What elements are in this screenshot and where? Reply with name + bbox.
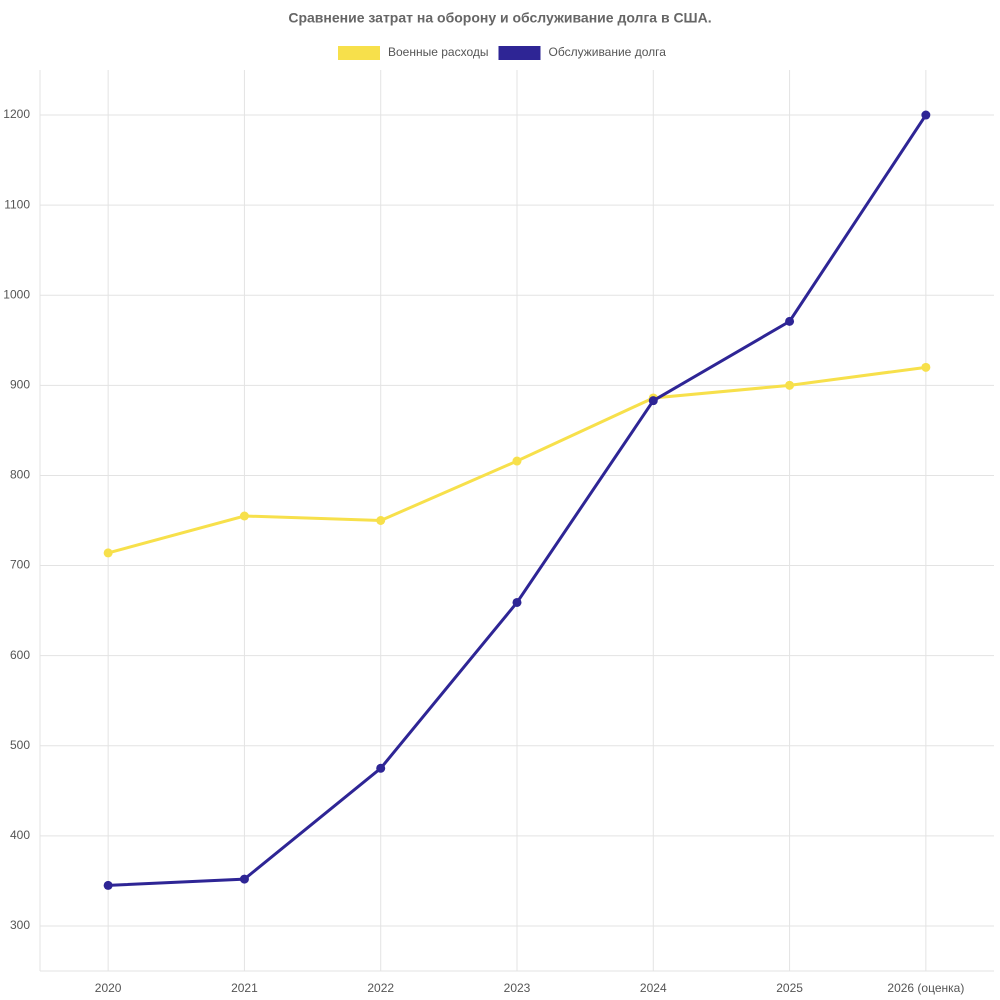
y-tick-label: 800 (10, 468, 30, 482)
legend-swatch (498, 46, 541, 60)
y-tick-label: 600 (10, 648, 30, 662)
data-point (512, 456, 522, 466)
x-tick-label: 2020 (95, 981, 122, 995)
legend: Военные расходы Обслуживание долга (338, 45, 666, 60)
data-point (376, 763, 386, 773)
data-point (785, 316, 795, 326)
y-tick-label: 900 (10, 378, 30, 392)
data-point (376, 516, 386, 525)
data-point (921, 362, 931, 372)
y-tick-label: 700 (10, 558, 30, 572)
x-tick-label: 2024 (640, 981, 667, 995)
y-tick-label: 300 (10, 918, 30, 932)
y-tick-label: 1200 (3, 107, 30, 121)
x-tick-label: 2026 (оценка) (887, 981, 964, 995)
legend-label: Военные расходы (388, 45, 489, 59)
x-tick-label: 2023 (504, 981, 531, 995)
x-tick-label: 2025 (776, 981, 803, 995)
data-point (512, 597, 522, 607)
data-point (103, 548, 113, 558)
x-tick-label: 2021 (231, 981, 258, 995)
chart-title: Сравнение затрат на оборону и обслуживан… (288, 10, 711, 26)
data-point (648, 396, 658, 406)
legend-swatch (338, 46, 380, 60)
y-tick-label: 1000 (3, 287, 30, 301)
y-tick-label: 400 (10, 828, 30, 842)
data-point (921, 110, 931, 120)
y-tick-label: 1100 (4, 197, 30, 211)
y-tick-label: 500 (10, 738, 30, 752)
x-tick-label: 2022 (367, 981, 394, 995)
data-point (785, 380, 795, 390)
data-point (239, 874, 249, 884)
data-point (103, 880, 113, 890)
data-point (239, 511, 249, 521)
legend-label: Обслуживание долга (549, 45, 667, 59)
